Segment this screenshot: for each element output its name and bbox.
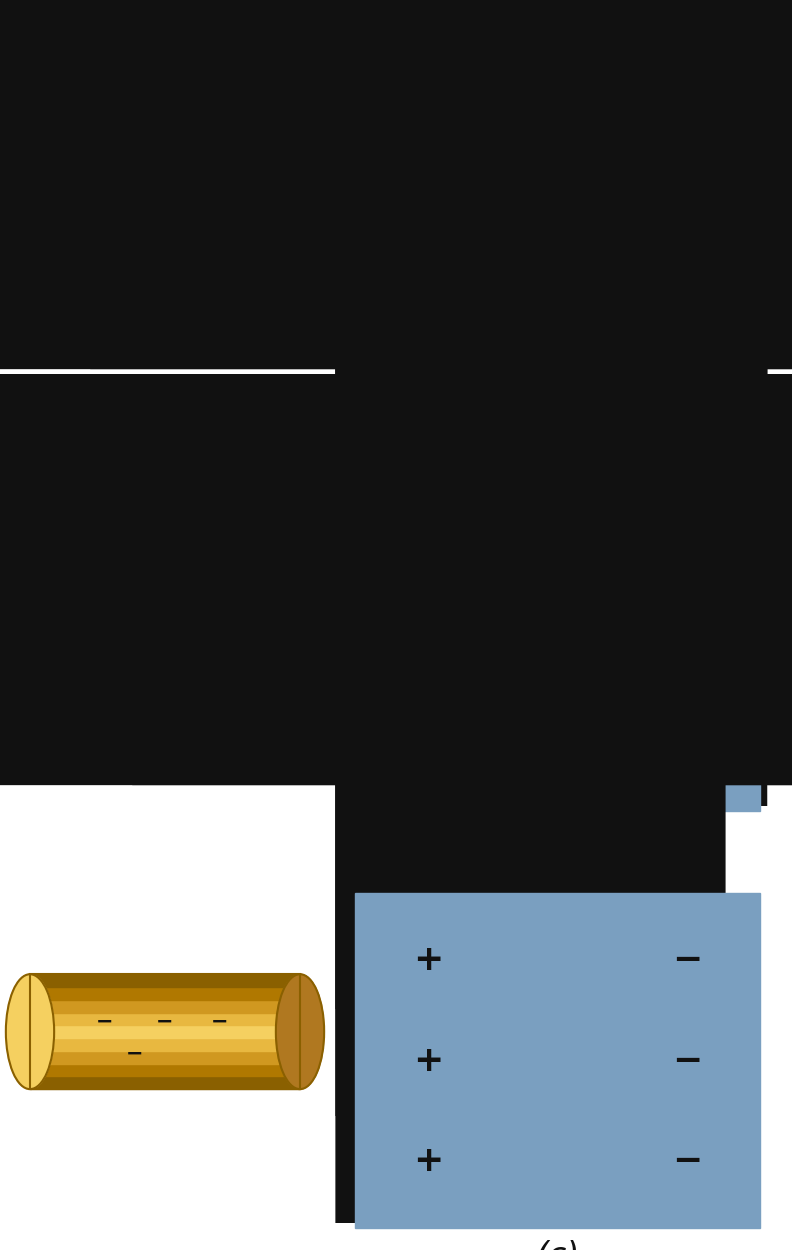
Bar — [30, 166, 300, 179]
Text: −: − — [0, 0, 792, 1055]
Ellipse shape — [589, 278, 710, 398]
Text: +: + — [90, 169, 110, 192]
Text: −: − — [0, 0, 792, 1162]
Text: +: + — [187, 209, 207, 232]
Bar — [30, 141, 300, 256]
Bar — [355, 60, 760, 395]
Ellipse shape — [425, 309, 456, 329]
Ellipse shape — [6, 141, 54, 256]
Text: −: − — [97, 1011, 114, 1031]
Ellipse shape — [399, 588, 520, 708]
Text: −: − — [0, 0, 792, 1162]
Ellipse shape — [615, 309, 646, 329]
Ellipse shape — [425, 95, 456, 114]
Bar — [30, 974, 300, 988]
Wedge shape — [456, 481, 512, 592]
Wedge shape — [646, 588, 703, 700]
Wedge shape — [646, 481, 703, 592]
Text: −: − — [156, 595, 173, 615]
Bar — [355, 894, 760, 1228]
Text: −: − — [211, 595, 229, 615]
Ellipse shape — [615, 619, 646, 638]
Text: +: + — [123, 209, 143, 232]
Text: −: − — [97, 595, 114, 615]
Bar — [30, 179, 300, 192]
Bar — [30, 242, 300, 256]
Text: (c): (c) — [535, 1240, 580, 1250]
Ellipse shape — [6, 974, 54, 1089]
Bar — [30, 217, 300, 230]
Wedge shape — [591, 279, 646, 390]
Bar — [30, 192, 300, 205]
Text: −: − — [672, 944, 703, 978]
Text: +: + — [155, 169, 175, 192]
Bar — [355, 476, 760, 811]
Text: −: − — [0, 0, 792, 949]
Wedge shape — [400, 64, 456, 176]
Bar — [30, 648, 300, 660]
Ellipse shape — [425, 511, 456, 531]
Ellipse shape — [589, 64, 710, 184]
Wedge shape — [591, 695, 646, 808]
Ellipse shape — [276, 974, 324, 1089]
Ellipse shape — [615, 726, 646, 745]
Text: +: + — [0, 0, 792, 1162]
Bar — [30, 1025, 300, 1038]
Wedge shape — [400, 171, 456, 284]
Text: −: − — [0, 0, 792, 1055]
Ellipse shape — [425, 619, 456, 638]
Bar — [30, 558, 300, 672]
Wedge shape — [456, 695, 512, 808]
Ellipse shape — [399, 64, 520, 184]
Ellipse shape — [615, 201, 646, 221]
Wedge shape — [400, 279, 456, 390]
Wedge shape — [400, 695, 456, 808]
Ellipse shape — [615, 511, 646, 531]
Wedge shape — [646, 695, 703, 808]
Text: (a): (a) — [535, 406, 581, 440]
Wedge shape — [591, 481, 646, 592]
Text: −: − — [126, 628, 144, 648]
Bar — [30, 141, 300, 154]
Text: +: + — [413, 1144, 443, 1178]
Bar — [30, 1038, 300, 1051]
Text: −: − — [672, 1144, 703, 1178]
Wedge shape — [646, 279, 703, 390]
Bar — [30, 988, 300, 1000]
Ellipse shape — [276, 141, 324, 256]
Ellipse shape — [276, 558, 324, 672]
Text: +: + — [0, 0, 792, 949]
Ellipse shape — [399, 480, 520, 600]
Bar — [30, 1013, 300, 1025]
Wedge shape — [400, 588, 456, 700]
Ellipse shape — [425, 726, 456, 745]
Wedge shape — [591, 64, 646, 176]
Ellipse shape — [615, 95, 646, 114]
Ellipse shape — [425, 201, 456, 221]
Text: −: − — [211, 1011, 229, 1031]
Ellipse shape — [589, 694, 710, 815]
Ellipse shape — [589, 588, 710, 708]
Bar — [30, 1064, 300, 1076]
Bar — [30, 558, 300, 570]
Bar — [30, 205, 300, 217]
Text: +: + — [220, 169, 240, 192]
Text: −: − — [126, 1044, 144, 1064]
Text: +: + — [0, 0, 792, 1162]
Bar — [30, 570, 300, 582]
Ellipse shape — [399, 694, 520, 815]
Text: +: + — [0, 0, 792, 1055]
Text: −: − — [156, 1011, 173, 1031]
Bar — [30, 1076, 300, 1089]
Text: −: − — [672, 1044, 703, 1078]
Wedge shape — [591, 588, 646, 700]
Ellipse shape — [399, 278, 520, 398]
